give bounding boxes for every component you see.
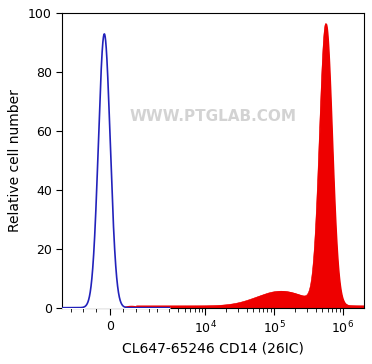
Text: WWW.PTGLAB.COM: WWW.PTGLAB.COM <box>129 109 296 124</box>
Y-axis label: Relative cell number: Relative cell number <box>8 89 22 232</box>
X-axis label: CL647-65246 CD14 (26IC): CL647-65246 CD14 (26IC) <box>122 342 304 356</box>
